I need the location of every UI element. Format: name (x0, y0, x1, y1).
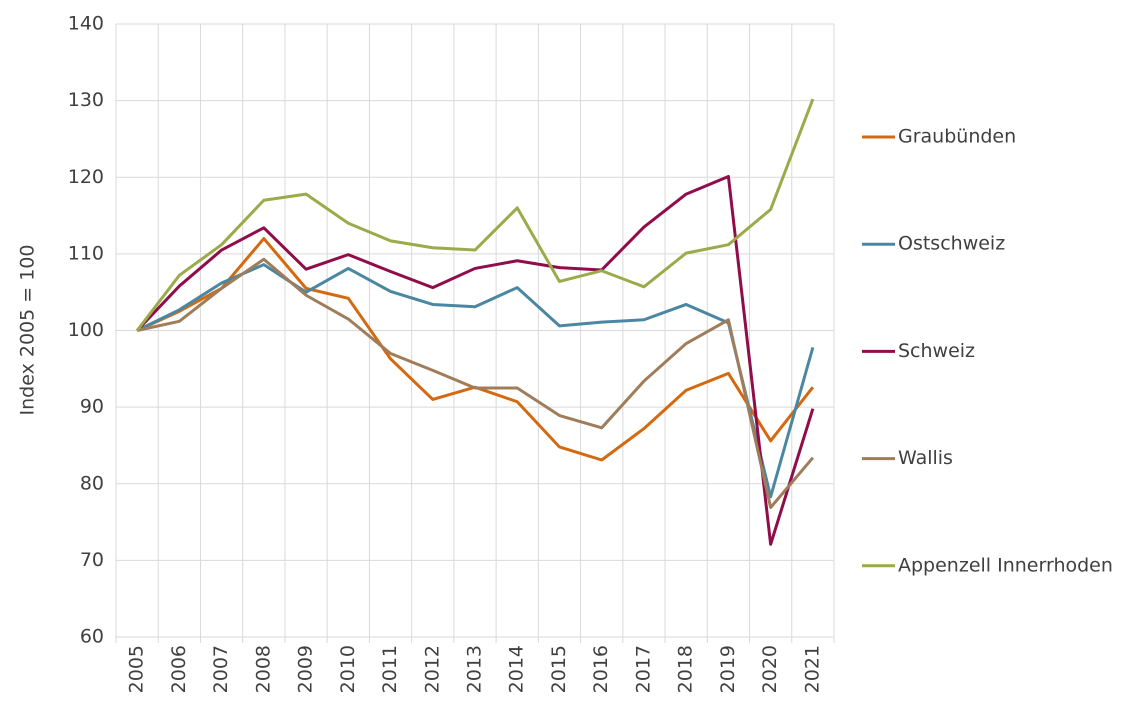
x-tick-label: 2013 (464, 645, 486, 693)
x-tick-label: 2018 (675, 645, 697, 693)
series-line (136, 174, 815, 546)
legend-label: Schweiz (898, 340, 975, 362)
series-line (135, 98, 815, 332)
x-tick-label: 2010 (337, 645, 359, 693)
x-tick-label: 2007 (210, 645, 232, 693)
series-line (136, 237, 815, 462)
y-tick-label: 140 (68, 13, 104, 35)
x-tick-label: 2015 (548, 645, 570, 693)
x-tick-label: 2009 (295, 645, 317, 693)
x-tick-label: 2006 (168, 645, 190, 693)
x-tick-label: 2008 (252, 645, 274, 693)
y-tick-label: 80 (80, 472, 104, 494)
x-tick-label: 2019 (717, 645, 739, 693)
legend-label: Ostschweiz (898, 233, 1005, 255)
legend-label: Wallis (898, 447, 953, 469)
x-tick-label: 2016 (590, 645, 612, 693)
legend-label: Appenzell Innerrhoden (898, 554, 1113, 576)
y-tick-label: 120 (68, 166, 104, 188)
legend-label: Graubünden (898, 126, 1016, 148)
x-tick-label: 2020 (759, 645, 781, 693)
series-line (136, 257, 815, 510)
y-tick-label: 70 (80, 549, 104, 571)
x-tick-label: 2011 (379, 645, 401, 693)
y-tick-label: 130 (68, 89, 104, 111)
x-tick-label: 2012 (421, 645, 443, 693)
x-tick-label: 2005 (126, 645, 148, 693)
x-tick-label: 2014 (506, 645, 528, 693)
y-axis-label: Index 2005 = 100 (17, 245, 39, 416)
y-tick-label: 110 (68, 242, 104, 264)
y-tick-label: 90 (80, 396, 104, 418)
x-tick-label: 2021 (801, 645, 823, 693)
y-tick-label: 60 (80, 626, 104, 648)
x-tick-label: 2017 (632, 645, 654, 693)
y-tick-label: 100 (68, 319, 104, 341)
